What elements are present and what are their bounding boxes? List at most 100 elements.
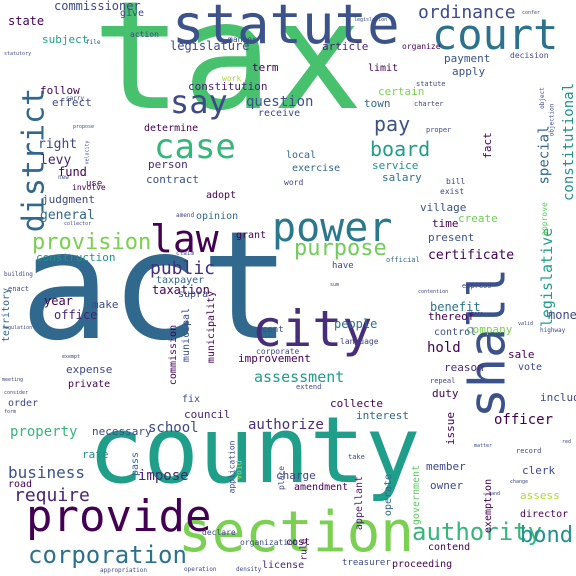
- cloud-word-say: say: [170, 83, 228, 121]
- cloud-word-salary: salary: [382, 171, 422, 184]
- cloud-word-record: record: [516, 447, 542, 455]
- cloud-word-cent: cent: [262, 325, 284, 335]
- cloud-word-benefit: benefit: [430, 300, 481, 314]
- cloud-word-cost: cost: [286, 537, 311, 548]
- cloud-word-manner: manner: [228, 35, 257, 44]
- cloud-word-confer: confer: [522, 10, 541, 16]
- cloud-word-act: act: [20, 200, 291, 374]
- cloud-word-issue: issue: [444, 411, 458, 446]
- cloud-word-objection: objection: [548, 103, 556, 137]
- cloud-word-town: town: [364, 97, 391, 110]
- cloud-word-director: director: [520, 509, 569, 520]
- cloud-word-construction: construction: [36, 251, 116, 264]
- cloud-word-repeal: repeal: [430, 377, 456, 385]
- cloud-word-effect: effect: [52, 96, 92, 109]
- cloud-word-power: power: [272, 205, 393, 251]
- cloud-word-money: money: [548, 308, 576, 322]
- cloud-word-private: private: [68, 379, 111, 390]
- cloud-word-give: give: [120, 8, 145, 19]
- cloud-word-board: board: [370, 137, 431, 161]
- cloud-word-commission: commission: [168, 324, 180, 386]
- cloud-word-taxation: taxation: [152, 283, 210, 297]
- cloud-word-void: void: [234, 460, 244, 480]
- cloud-word-decision: decision: [510, 51, 549, 60]
- cloud-word-clerk: clerk: [522, 464, 556, 477]
- cloud-word-new: new: [58, 174, 69, 181]
- cloud-word-control: control: [434, 327, 477, 338]
- cloud-word-interest: interest: [356, 409, 409, 422]
- cloud-word-have: have: [332, 261, 354, 271]
- cloud-word-bond: bond: [520, 523, 573, 548]
- cloud-word-contract: contract: [146, 173, 199, 186]
- cloud-word-assess: assess: [520, 489, 560, 502]
- cloud-word-proceeding: proceeding: [392, 559, 453, 570]
- cloud-word-sum: sum: [330, 282, 340, 288]
- cloud-word-extend: extend: [296, 383, 322, 391]
- cloud-word-contention: contention: [418, 289, 449, 295]
- cloud-word-land: land: [488, 491, 501, 497]
- cloud-word-change: change: [510, 479, 529, 485]
- cloud-word-word: word: [284, 178, 304, 187]
- cloud-word-red: red: [562, 439, 572, 445]
- cloud-word-shall: shall: [458, 267, 517, 419]
- cloud-word-appropriation: appropriation: [100, 567, 147, 574]
- cloud-word-limit: limit: [368, 63, 399, 74]
- cloud-word-levy: levy: [40, 153, 72, 168]
- cloud-word-appellant: appellant: [354, 475, 366, 531]
- cloud-word-form: form: [4, 409, 17, 415]
- cloud-word-present: present: [428, 231, 475, 244]
- cloud-word-rate: rate: [82, 448, 109, 461]
- cloud-word-take: take: [348, 453, 365, 461]
- cloud-word-council: council: [184, 408, 231, 421]
- cloud-word-law: law: [150, 217, 219, 261]
- cloud-word-purpose: purpose: [294, 236, 387, 261]
- cloud-word-charge: charge: [276, 469, 316, 482]
- cloud-word-legislation: legislation: [354, 17, 388, 23]
- cloud-word-city: city: [252, 300, 373, 358]
- cloud-word-supra: supra: [178, 289, 209, 300]
- cloud-word-charter: charter: [414, 100, 444, 108]
- cloud-word-propose: propose: [73, 124, 95, 130]
- cloud-word-velocity: velocity: [84, 140, 91, 165]
- cloud-word-fact: fact: [480, 132, 494, 159]
- cloud-word-exempt: exempt: [62, 354, 81, 360]
- cloud-word-constitutional: constitutional: [561, 82, 576, 202]
- cloud-word-question: question: [246, 94, 314, 110]
- cloud-word-consider: consider: [4, 390, 29, 396]
- cloud-word-license: license: [262, 560, 305, 571]
- cloud-word-court: court: [432, 10, 559, 59]
- cloud-word-road: road: [8, 479, 33, 490]
- cloud-word-grant: grant: [236, 230, 267, 241]
- cloud-word-necessary: necessary: [92, 425, 152, 438]
- cloud-word-organization: organization: [240, 538, 298, 547]
- cloud-word-language: language: [340, 337, 379, 346]
- cloud-word-object: object: [538, 87, 546, 109]
- cloud-word-subject: subject: [42, 33, 89, 46]
- cloud-word-people: people: [334, 317, 378, 331]
- cloud-word-provide: provide: [26, 491, 212, 542]
- cloud-word-municipality: municipality: [206, 290, 218, 364]
- cloud-word-treasurer: treasurer: [342, 558, 391, 568]
- cloud-word-local: local: [286, 150, 317, 161]
- cloud-word-receive: receive: [258, 108, 301, 119]
- cloud-word-case: case: [154, 127, 236, 167]
- cloud-word-density: density: [236, 566, 262, 573]
- cloud-word-make: make: [92, 298, 119, 311]
- cloud-word-apply: apply: [452, 65, 486, 78]
- cloud-word-building: building: [4, 271, 33, 278]
- cloud-word-state: state: [8, 14, 45, 28]
- cloud-word-thereof: thereof: [428, 310, 475, 323]
- cloud-word-amend: amend: [176, 212, 195, 219]
- cloud-word-person: person: [148, 158, 188, 171]
- cloud-word-claim: claim: [176, 250, 195, 257]
- cloud-word-carry: carry: [66, 95, 85, 102]
- cloud-word-vote: vote: [518, 362, 543, 373]
- cloud-word-approve: approve: [539, 202, 549, 236]
- cloud-word-adopt: adopt: [206, 190, 237, 201]
- cloud-word-constitution: constitution: [188, 80, 268, 93]
- cloud-word-judgment: judgment: [42, 193, 95, 206]
- cloud-word-express: express: [462, 282, 492, 290]
- cloud-word-there: there: [468, 311, 484, 317]
- cloud-word-commissioner: commissioner: [54, 0, 141, 13]
